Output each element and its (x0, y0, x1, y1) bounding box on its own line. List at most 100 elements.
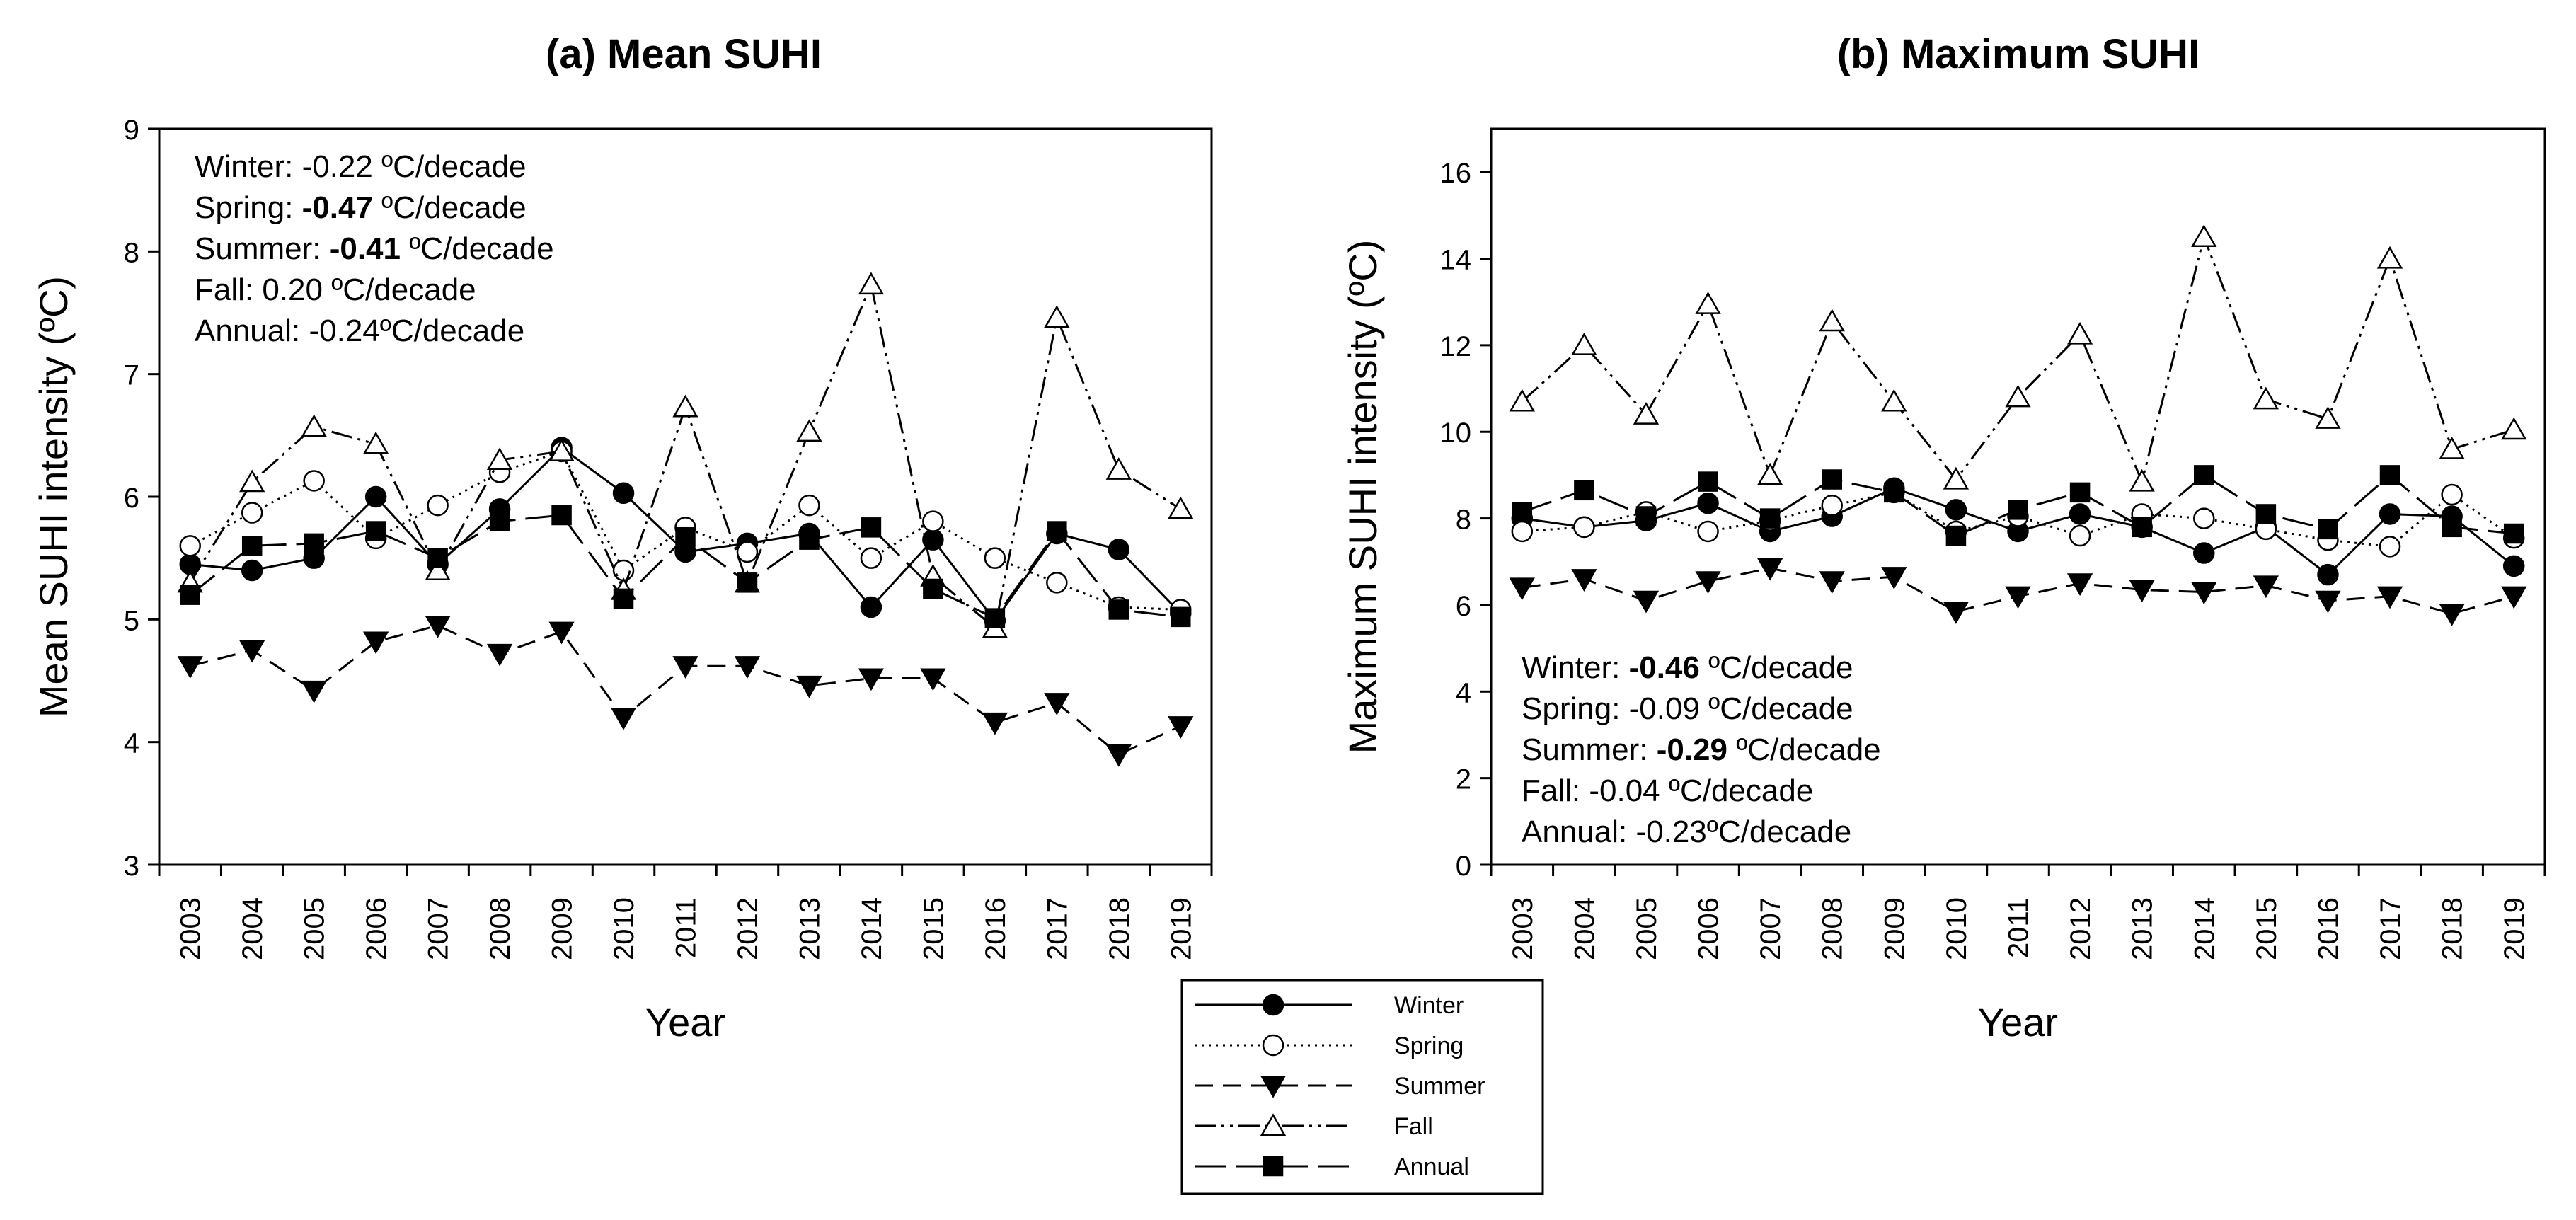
data-point-spring (736, 541, 759, 563)
data-point-fall (796, 419, 822, 442)
y-tick-label: 0 (1456, 851, 1471, 882)
y-tick-label: 6 (124, 483, 139, 514)
data-point-fall (2191, 224, 2217, 247)
data-point-summer (920, 668, 946, 691)
data-point-annual (1512, 502, 1533, 522)
data-point-annual (1759, 508, 1781, 529)
chart-title: (a) Mean SUHI (546, 31, 822, 77)
legend-entry-annual: Annual (1195, 1153, 1469, 1180)
data-point-summer (2315, 590, 2341, 614)
legend-marker (1262, 994, 1284, 1016)
x-tick-label: 2012 (732, 897, 764, 960)
data-point-fall (1819, 309, 1845, 332)
data-point-winter (612, 482, 635, 505)
data-point-spring (798, 494, 820, 517)
data-point-summer (1881, 567, 1907, 589)
y-tick-label: 6 (1456, 591, 1471, 622)
data-point-summer (1168, 716, 1194, 739)
data-point-summer (1756, 558, 1783, 581)
y-tick-label: 8 (124, 237, 139, 268)
series-winter (1511, 477, 2525, 586)
data-point-annual (1945, 525, 1967, 546)
x-tick-label: 2005 (299, 897, 330, 960)
legend-marker (1262, 1034, 1284, 1057)
panel-maximum-suhi: (b) Maximum SUHI 0 2 4 6 8 10 12 14 16 2003 2004 200… (1340, 31, 2546, 1045)
data-point-winter (2193, 542, 2215, 564)
trend-annotation: Summer: -0.41 ºC/decade (195, 231, 554, 266)
y-tick-label: 3 (124, 851, 139, 882)
data-point-annual (489, 511, 510, 531)
data-point-annual (984, 608, 1006, 628)
data-point-spring (303, 470, 325, 492)
data-point-annual (241, 536, 263, 556)
data-point-winter (241, 559, 263, 582)
data-point-summer (1509, 577, 1535, 601)
data-point-annual (1884, 482, 1904, 503)
data-point-spring (2069, 524, 2091, 547)
x-tick-label: 2011 (671, 897, 702, 958)
data-point-spring (984, 547, 1006, 569)
data-point-annual (2008, 500, 2028, 520)
data-point-annual (1822, 469, 1842, 490)
data-point-winter (1945, 499, 1967, 521)
x-tick-label: 2016 (2313, 897, 2344, 960)
data-point-annual (861, 517, 882, 538)
data-point-annual (551, 505, 572, 526)
data-point-summer (796, 675, 822, 698)
data-point-annual (2503, 523, 2524, 544)
x-tick-label: 2005 (1631, 897, 1662, 960)
data-point-summer (239, 640, 265, 663)
data-point-annual (923, 578, 943, 599)
data-point-summer (486, 643, 513, 667)
trend-annotation: Fall: -0.04 ºC/decade (1522, 773, 1813, 808)
x-tick-label: 2019 (2499, 897, 2530, 960)
data-point-fall (1044, 305, 1070, 328)
data-point-annual (304, 533, 324, 554)
data-point-fall (1168, 496, 1194, 519)
data-point-summer (2439, 604, 2465, 626)
x-axis-label: Year (645, 1000, 725, 1045)
trend-annotation: Winter: -0.46 ºC/decade (1522, 650, 1853, 685)
data-point-summer (1943, 602, 1970, 624)
data-point-fall (1105, 457, 1132, 480)
data-point-summer (301, 680, 327, 703)
y-tick-label: 16 (1440, 158, 1472, 189)
x-tick-label: 2003 (1507, 897, 1539, 960)
data-point-fall (2501, 417, 2527, 440)
data-point-summer (672, 656, 698, 679)
y-tick-label: 2 (1456, 764, 1471, 795)
series-line-fall (1521, 233, 2514, 485)
trend-annotation: Summer: -0.29 ºC/decade (1522, 732, 1881, 767)
data-point-fall (672, 394, 698, 418)
data-point-summer (858, 668, 885, 691)
data-point-fall (1509, 389, 1535, 412)
legend-label: Annual (1394, 1153, 1469, 1180)
data-point-annual (2255, 504, 2277, 524)
data-point-winter (1697, 492, 1719, 514)
data-point-spring (1511, 520, 1534, 543)
data-point-fall (548, 439, 575, 461)
x-tick-label: 2007 (1755, 897, 1786, 960)
data-point-winter (2069, 503, 2091, 525)
chart-title: (b) Maximum SUHI (1837, 31, 2200, 77)
data-point-spring (1821, 494, 1843, 517)
series-summer (1509, 558, 2527, 626)
trend-annotation: Annual: -0.24ºC/decade (195, 313, 524, 348)
legend-entry-summer: Summer (1195, 1073, 1485, 1100)
data-point-fall (1633, 402, 1660, 425)
y-tick-label: 4 (1456, 677, 1471, 708)
data-point-annual (2442, 517, 2462, 538)
data-point-annual (675, 526, 696, 548)
data-point-summer (1633, 590, 1660, 614)
x-axis-label: Year (1978, 1000, 2058, 1045)
legend-box (1180, 979, 1544, 1195)
data-point-fall (239, 469, 265, 493)
trend-annotation: Fall: 0.20 ºC/decade (195, 272, 476, 307)
data-point-summer (734, 656, 761, 679)
data-point-annual (799, 529, 820, 550)
data-point-spring (2379, 536, 2401, 558)
y-tick-label: 4 (124, 728, 139, 759)
data-point-summer (982, 712, 1008, 735)
data-point-fall (2315, 406, 2341, 429)
